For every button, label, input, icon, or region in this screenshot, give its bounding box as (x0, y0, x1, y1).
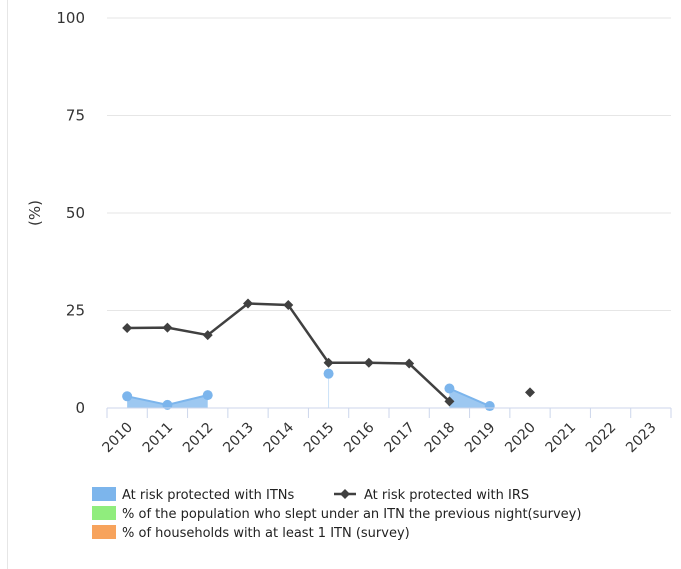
irs-point (162, 322, 173, 333)
irs-point (444, 396, 455, 407)
legend-label: At risk protected with IRS (364, 488, 529, 503)
legend-item: At risk protected with IRS (334, 488, 529, 503)
x-tick-label: 2020 (502, 420, 539, 457)
legend-label: % of the population who slept under an I… (122, 507, 581, 522)
legend-item: % of households with at least 1 ITN (sur… (92, 525, 410, 541)
legend-color-swatch (92, 525, 116, 539)
itn-point (484, 401, 495, 412)
x-tick-label: 2023 (623, 420, 660, 457)
x-tick-label: 2015 (301, 420, 338, 457)
y-tick-label: 100 (56, 9, 85, 27)
x-tick-label: 2017 (381, 420, 418, 457)
itn-point (202, 390, 213, 401)
x-tick-label: 2016 (341, 419, 378, 456)
y-tick-label: 50 (66, 204, 85, 222)
x-tick-label: 2013 (220, 420, 257, 457)
legend-item: % of the population who slept under an I… (92, 506, 581, 522)
x-tick-label: 2018 (422, 420, 459, 457)
legend-color-swatch (92, 506, 116, 520)
legend-diamond-icon (340, 489, 350, 499)
y-tick-label: 75 (66, 107, 85, 125)
y-tick-label: 0 (75, 399, 85, 417)
page-left-border (7, 0, 8, 569)
legend-label: At risk protected with ITNs (122, 488, 294, 503)
y-axis-title: (%) (26, 200, 44, 226)
irs-point (525, 387, 535, 398)
series-layer (122, 298, 535, 412)
x-tick-label: 2010 (99, 420, 136, 457)
legend-color-swatch (92, 487, 116, 501)
x-tick-label: 2011 (140, 420, 177, 457)
x-tick-label: 2019 (462, 420, 499, 457)
x-tick-label: 2022 (583, 420, 620, 457)
y-tick-label: 25 (66, 302, 85, 320)
legend-label: % of households with at least 1 ITN (sur… (122, 526, 410, 541)
irs-point (404, 358, 415, 369)
irs-point (122, 323, 133, 334)
x-tick-label: 2021 (543, 420, 580, 457)
irs-point (243, 298, 253, 309)
x-tick-label: 2012 (180, 420, 217, 457)
itn-area-line (449, 387, 491, 407)
x-tick-label: 2014 (261, 419, 298, 456)
grid-layer (107, 17, 671, 311)
itn-area-fill (127, 395, 208, 408)
itn-point (162, 399, 173, 410)
legend: At risk protected with ITNs At risk prote… (92, 487, 581, 541)
irs-point (323, 357, 334, 368)
irs-point (363, 357, 374, 368)
irs-point (202, 330, 213, 341)
itn-point (323, 368, 334, 379)
irs-point (283, 300, 294, 311)
itn-point (122, 391, 133, 402)
itn-point (444, 383, 455, 394)
legend-item: At risk protected with ITNs (92, 487, 294, 503)
